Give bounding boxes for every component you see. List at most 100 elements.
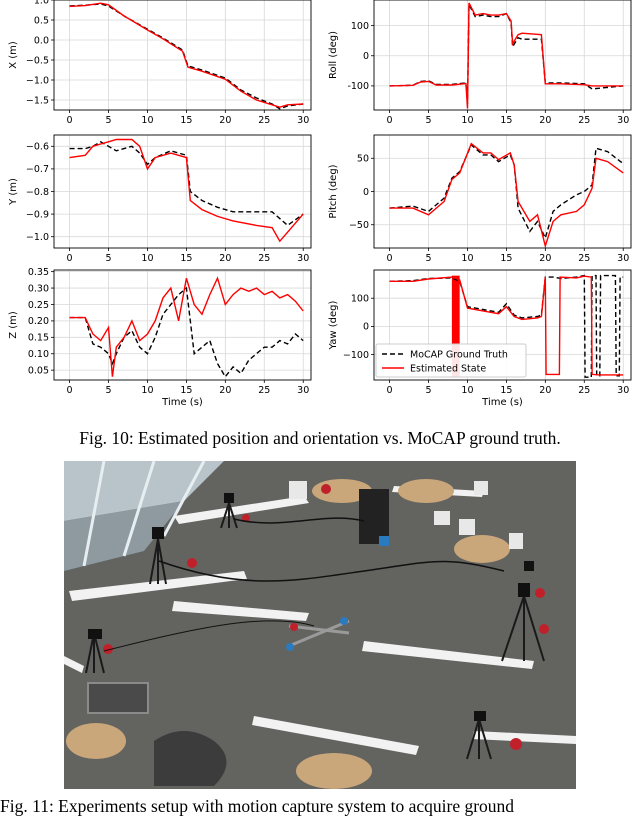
subplot-yaw: 0 5 10 15 20 25 30 100 0 −100 Yaw (deg) Time (s) MoC… bbox=[328, 269, 632, 408]
y-tick-label: 100 bbox=[351, 294, 369, 305]
x-tick-label: 30 bbox=[297, 253, 309, 264]
legend-estimated-label: Estimated State bbox=[410, 364, 486, 375]
legend: MoCAP Ground Truth Estimated State bbox=[375, 343, 527, 378]
y-tick-label: −0.5 bbox=[26, 55, 49, 66]
axes-frame bbox=[53, 134, 312, 249]
y-axis-label: Y (m) bbox=[8, 178, 19, 206]
x-tick-label: 15 bbox=[180, 385, 192, 396]
y-tick-label: 0.25 bbox=[28, 300, 49, 311]
subplot-z: 0 5 10 15 20 25 30 0.35 0.30 0.25 0.20 0.15 0.10 0.05… bbox=[8, 267, 312, 408]
y-tick-label: −0.9 bbox=[26, 209, 49, 220]
x-tick-label: 25 bbox=[578, 385, 590, 396]
y-tick-label: 0.30 bbox=[28, 283, 49, 294]
y-axis-label: Roll (deg) bbox=[328, 31, 339, 79]
yaw-oscillation-band bbox=[451, 275, 460, 378]
legend-ground-truth-label: MoCAP Ground Truth bbox=[410, 350, 508, 361]
y-axis-label: Pitch (deg) bbox=[328, 164, 339, 218]
x-tick-label: 25 bbox=[258, 385, 270, 396]
axes-frame bbox=[53, 0, 312, 111]
x-tick-label: 30 bbox=[297, 385, 309, 396]
series-line-ground-truth bbox=[69, 3, 304, 110]
x-tick-label: 10 bbox=[141, 115, 153, 126]
x-tick-label: 5 bbox=[105, 385, 111, 396]
y-tick-label: 1.0 bbox=[34, 0, 49, 6]
figure-10-caption: Fig. 10: Estimated position and orientat… bbox=[79, 428, 561, 448]
x-tick-label: 10 bbox=[461, 385, 473, 396]
x-tick-label: 0 bbox=[387, 253, 393, 264]
y-axis-label: Yaw (deg) bbox=[328, 300, 339, 350]
y-tick-label: 0 bbox=[363, 322, 369, 333]
figure-11-caption: Fig. 11: Experiments setup with motion c… bbox=[0, 796, 515, 816]
series-line-estimated bbox=[69, 2, 304, 108]
y-tick-label: 0.20 bbox=[28, 316, 49, 327]
axes-frame bbox=[373, 269, 632, 381]
y-tick-label: 50 bbox=[357, 154, 369, 165]
series-line-estimated bbox=[389, 142, 624, 248]
x-tick-label: 30 bbox=[617, 385, 629, 396]
axes-frame bbox=[53, 269, 312, 381]
x-tick-label: 20 bbox=[219, 253, 231, 264]
y-tick-label: 0.05 bbox=[28, 365, 49, 376]
subplot-pitch: 0 5 10 15 20 25 30 50 0 −50 Pitch (deg) bbox=[328, 134, 632, 264]
y-tick-label: −1.0 bbox=[26, 232, 49, 243]
x-tick-label: 20 bbox=[539, 253, 551, 264]
y-tick-label: 0.0 bbox=[34, 35, 49, 46]
subplot-roll: 0 5 10 15 20 25 30 100 0 -100 Roll (deg) bbox=[328, 0, 632, 126]
subplot-y: 0 5 10 15 20 25 30 −0.6 −0.7 −0.8 −0.9 −1.0 Y (m) bbox=[8, 134, 312, 264]
x-tick-label: 25 bbox=[578, 253, 590, 264]
x-tick-label: 0 bbox=[67, 253, 73, 264]
x-tick-label: 15 bbox=[500, 253, 512, 264]
subplot-x: 0 5 10 15 20 25 30 1.0 0.5 0.0 −0.5 −1.0 −1.5 X (m) bbox=[8, 0, 312, 126]
legend-box bbox=[375, 343, 527, 378]
y-tick-label: 0.10 bbox=[28, 349, 49, 360]
series-line-estimated bbox=[389, 2, 624, 109]
y-tick-label: −1.5 bbox=[26, 95, 49, 106]
series-line-ground-truth bbox=[389, 274, 624, 378]
x-tick-label: 20 bbox=[539, 115, 551, 126]
y-tick-label: −0.6 bbox=[26, 142, 49, 153]
series-line-ground-truth bbox=[69, 140, 304, 227]
y-tick-label: −50 bbox=[349, 220, 369, 231]
x-tick-label: 0 bbox=[387, 385, 393, 396]
figure-10-plots: 0 5 10 15 20 25 30 1.0 0.5 0.0 −0.5 −1.0 −1.5 X (m) 0 5… bbox=[8, 0, 632, 408]
y-axis-label: X (m) bbox=[8, 41, 19, 69]
x-axis-label: Time (s) bbox=[481, 397, 523, 408]
x-tick-label: 5 bbox=[105, 253, 111, 264]
series-line-ground-truth bbox=[389, 4, 624, 105]
x-tick-label: 25 bbox=[258, 115, 270, 126]
x-tick-label: 30 bbox=[617, 115, 629, 126]
x-axis-label: Time (s) bbox=[161, 397, 203, 408]
x-tick-label: 10 bbox=[461, 115, 473, 126]
motion-capture-setup-photo bbox=[64, 461, 576, 789]
x-tick-label: 20 bbox=[219, 385, 231, 396]
x-tick-label: 15 bbox=[180, 115, 192, 126]
x-tick-label: 20 bbox=[219, 115, 231, 126]
x-tick-label: 30 bbox=[297, 115, 309, 126]
x-tick-label: 10 bbox=[461, 253, 473, 264]
y-tick-label: 0.15 bbox=[28, 333, 49, 344]
y-tick-label: 0.35 bbox=[28, 267, 49, 278]
x-tick-label: 15 bbox=[500, 385, 512, 396]
y-tick-label: −0.7 bbox=[26, 164, 49, 175]
y-tick-label: −100 bbox=[343, 350, 369, 361]
y-tick-label: −0.8 bbox=[26, 187, 49, 198]
x-tick-label: 15 bbox=[500, 115, 512, 126]
y-tick-label: 0 bbox=[363, 51, 369, 62]
x-tick-label: 25 bbox=[578, 115, 590, 126]
x-tick-label: 20 bbox=[539, 385, 551, 396]
axes-frame bbox=[373, 0, 632, 111]
x-tick-label: 0 bbox=[67, 115, 73, 126]
y-axis-label: Z (m) bbox=[8, 311, 19, 339]
x-tick-label: 10 bbox=[141, 253, 153, 264]
series-line-estimated bbox=[69, 138, 304, 243]
x-tick-label: 0 bbox=[67, 385, 73, 396]
y-tick-label: 0.5 bbox=[34, 15, 49, 26]
x-tick-label: 5 bbox=[425, 253, 431, 264]
x-tick-label: 5 bbox=[425, 385, 431, 396]
y-tick-label: −1.0 bbox=[26, 75, 49, 86]
series-line-ground-truth bbox=[69, 286, 304, 378]
y-tick-label: 100 bbox=[351, 21, 369, 32]
y-tick-label: 0 bbox=[363, 187, 369, 198]
axes-frame bbox=[373, 134, 632, 249]
x-tick-label: 10 bbox=[141, 385, 153, 396]
